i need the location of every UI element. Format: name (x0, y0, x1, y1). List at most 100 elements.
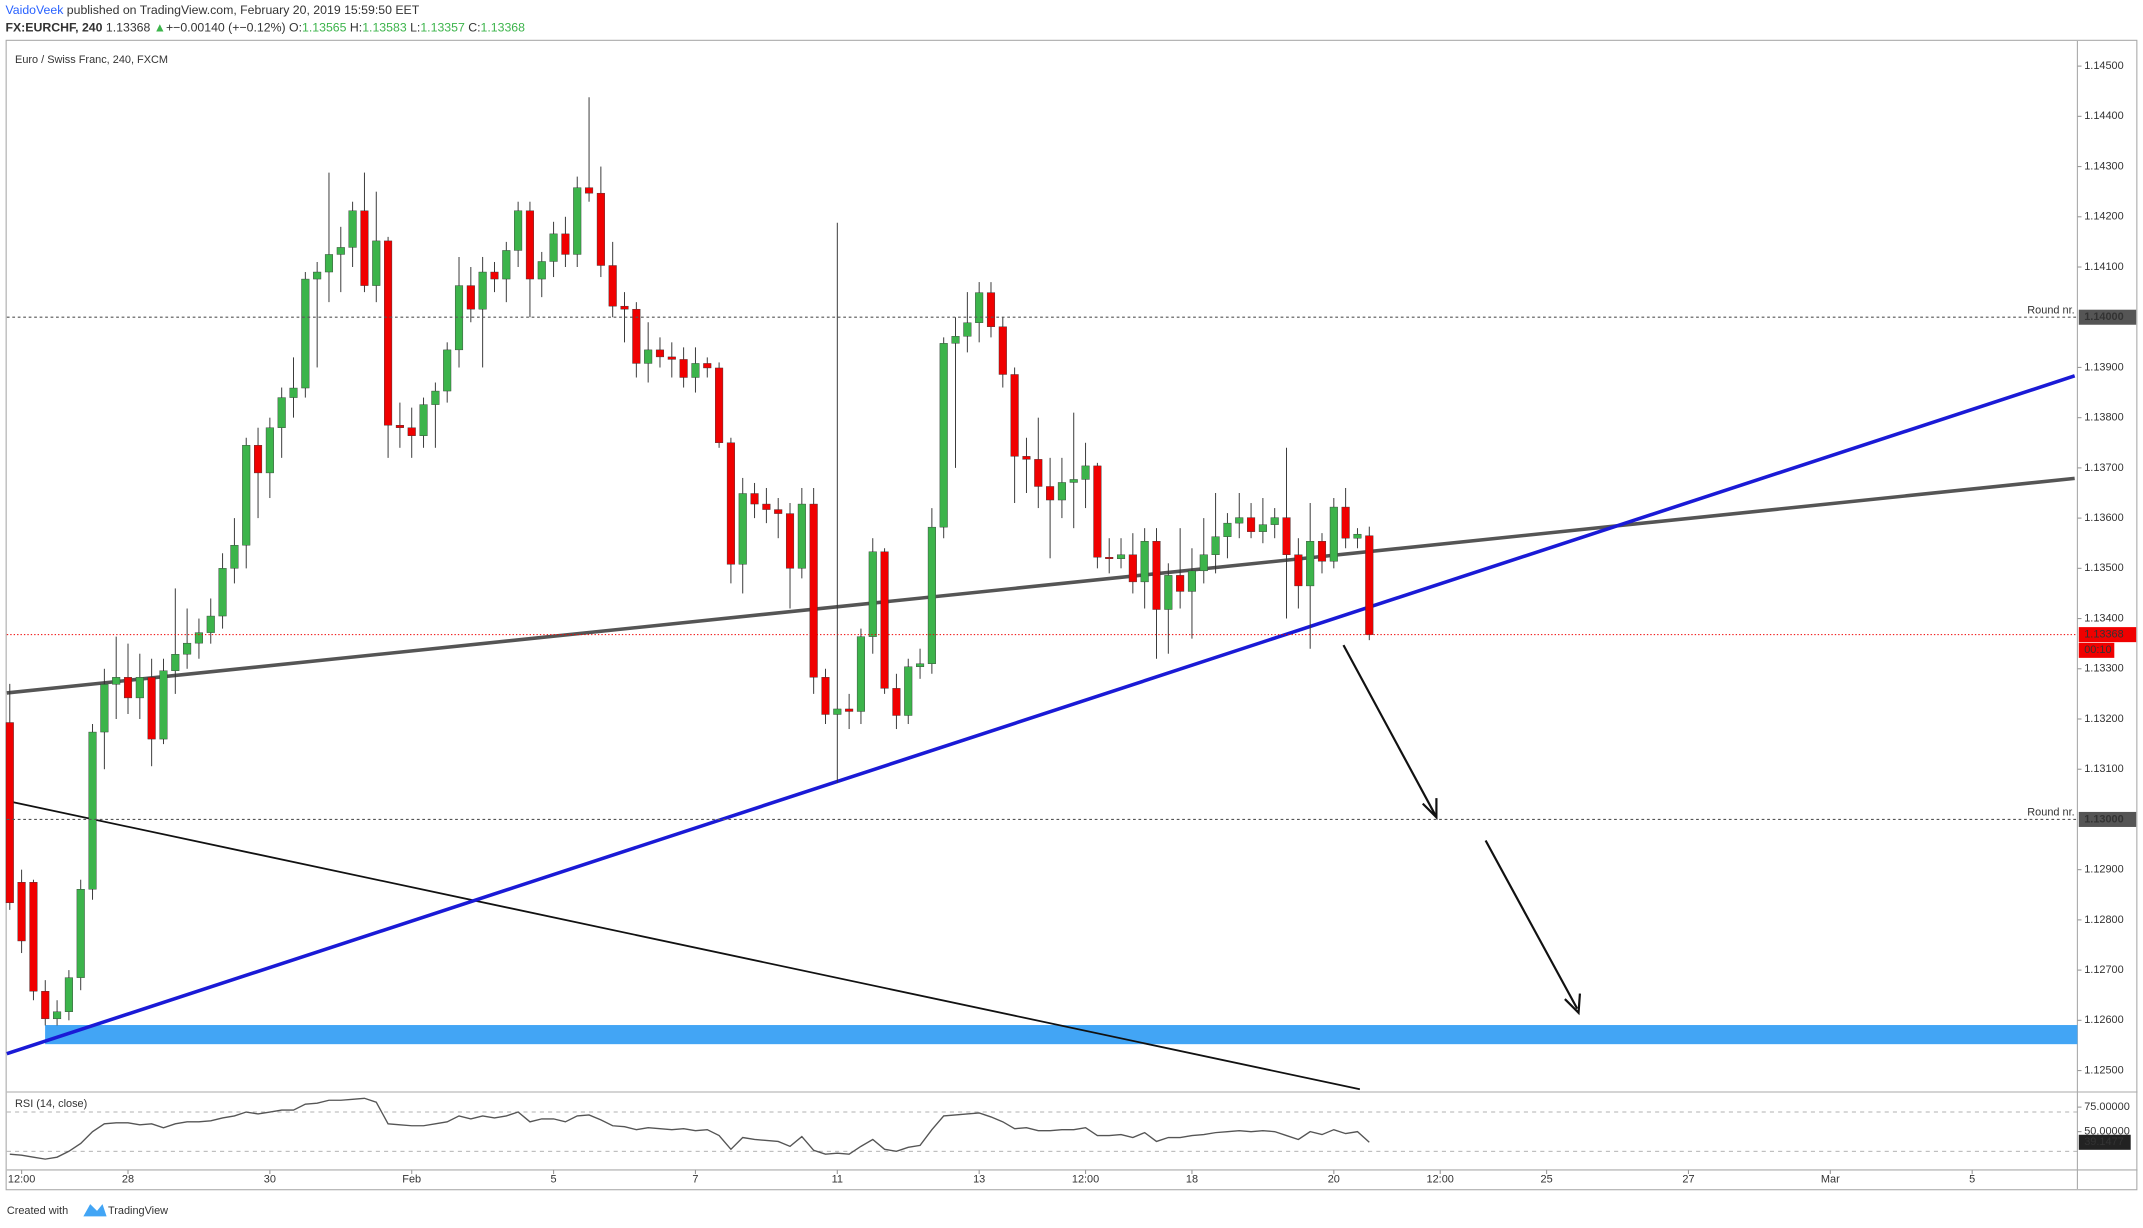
candle-body (5, 722, 14, 904)
candle-body (632, 308, 641, 364)
candle-body (1105, 557, 1114, 559)
published: published on TradingView.com, February 2… (67, 3, 420, 17)
candle-body (41, 990, 50, 1020)
candle-body (537, 261, 546, 280)
level-label-box (2078, 811, 2137, 827)
candle-body (1187, 570, 1196, 592)
candle-body (1211, 536, 1220, 555)
y-tick-label: 1.13700 (2084, 462, 2123, 474)
candle-body (986, 292, 996, 327)
footer-created: Created with (7, 1205, 68, 1217)
candle-body (76, 889, 85, 978)
ohlc-h: 1.13583 (362, 21, 407, 35)
candle-body (620, 305, 629, 310)
y-tick-label: 1.14200 (2084, 211, 2123, 223)
candle-body (419, 404, 428, 436)
candle-body (1057, 482, 1066, 501)
y-tick-label: 1.13100 (2084, 763, 2123, 775)
level-note: Round nr. (2027, 806, 2074, 818)
trend-line (6, 374, 2076, 1056)
price: 1.13368 (106, 21, 151, 35)
logo (83, 1204, 107, 1217)
candle-body (171, 654, 180, 671)
candle-body (655, 349, 665, 358)
candle-body (277, 397, 286, 428)
candle-body (360, 210, 369, 286)
candle-body (750, 493, 759, 505)
candle-body (892, 688, 901, 716)
candle-body (1022, 456, 1031, 460)
candle-body (1258, 524, 1267, 532)
candle-body (100, 684, 109, 733)
footer-brand[interactable]: TradingView (108, 1205, 168, 1217)
level-label: 1.14000 (2084, 311, 2123, 323)
candle-body (1235, 517, 1244, 524)
y-tick-label: 1.13400 (2084, 612, 2123, 624)
ohlc-c: 1.13368 (481, 21, 526, 35)
candle-body (147, 677, 156, 740)
candle-body (1010, 374, 1019, 457)
drawings (6, 374, 2078, 1091)
candle-body (1176, 575, 1185, 592)
candles (5, 97, 1374, 1026)
candle-body (868, 551, 877, 637)
candle-body (1152, 541, 1161, 610)
symbol: FX:EURCHF, 240 (5, 21, 102, 35)
y-tick-label: 1.13200 (2084, 713, 2123, 725)
y-tick-label: 75.00000 (2084, 1101, 2130, 1113)
x-tick-label: 25 (1541, 1173, 1553, 1185)
candle-body (502, 250, 511, 280)
x-tick-label: 7 (692, 1173, 698, 1185)
candle-body (715, 367, 724, 443)
change: +−0.00140 (+−0.12%) (166, 21, 286, 35)
candle-body (596, 192, 605, 266)
candle-body (1128, 554, 1137, 583)
x-tick-label: 28 (122, 1173, 134, 1185)
candle-body (407, 427, 416, 436)
x-tick-label: 12:00 (8, 1173, 35, 1185)
candle-body (159, 670, 168, 740)
candle-body (313, 271, 322, 280)
candle-body (927, 526, 936, 664)
candle-body (1140, 541, 1149, 583)
ohlc-l: 1.13357 (420, 21, 465, 35)
candle-body (916, 663, 925, 667)
support-zone (45, 1025, 2078, 1045)
rsi-last-box (2078, 1134, 2131, 1150)
candle-body (561, 233, 570, 255)
x-tick-label: 20 (1328, 1173, 1340, 1185)
candle-body (265, 427, 274, 474)
candle-body (525, 210, 534, 280)
x-tick-label: Feb (402, 1173, 421, 1185)
candle-body (466, 285, 475, 310)
y-tick-label: 1.12900 (2084, 864, 2123, 876)
candle-body (856, 636, 865, 712)
candle-body (738, 493, 747, 565)
x-tick-label: 12:00 (1427, 1173, 1454, 1185)
x-tick-label: 18 (1186, 1173, 1198, 1185)
candle-body (324, 254, 334, 273)
y-tick-label: 1.12500 (2084, 1064, 2123, 1076)
x-tick-label: 13 (973, 1173, 985, 1185)
candle-body (218, 568, 227, 617)
arrow-head (1564, 993, 1582, 1016)
ohlc-o: 1.13565 (302, 21, 347, 35)
candle-body (514, 210, 523, 251)
candle-body (123, 677, 133, 699)
candle-body (573, 187, 582, 255)
author[interactable]: VaidoVeek (5, 3, 64, 17)
candle-body (1223, 522, 1232, 537)
candle-body (726, 442, 735, 565)
candle-body (667, 356, 676, 360)
y-tick-label: 50.00000 (2084, 1126, 2130, 1138)
y-tick-label: 1.12700 (2084, 964, 2123, 976)
candle-body (336, 247, 345, 255)
candle-body (1081, 465, 1090, 480)
symbol-line: FX:EURCHF, 240 1.13368 ▲+−0.00140 (+−0.1… (5, 21, 525, 35)
candle-body (963, 322, 972, 337)
x-tick-label: 12:00 (1072, 1173, 1099, 1185)
rsi-line (9, 1097, 1370, 1160)
countdown: 00:10 (2084, 644, 2111, 656)
